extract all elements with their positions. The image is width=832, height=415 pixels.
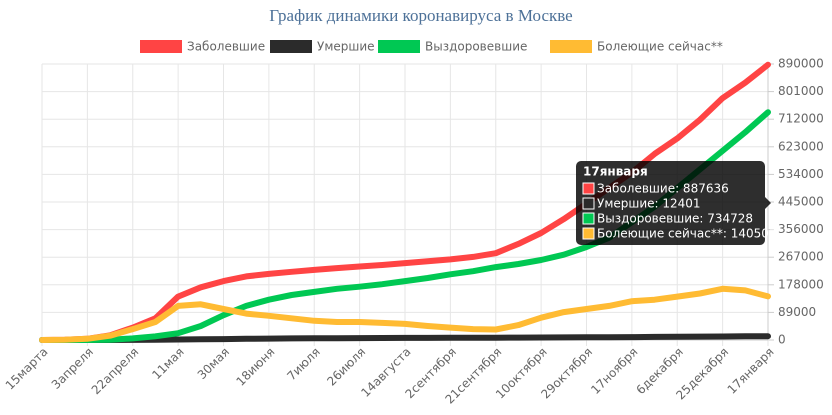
legend-swatch (270, 40, 312, 53)
y-tick-label: 623000 (778, 139, 824, 153)
tooltip-item: Умершие: 12401 (597, 197, 701, 211)
series-line (39, 285, 771, 343)
x-tick-label: 17января (725, 345, 777, 397)
tooltip-item: Болеющие сейчас**: 140507 (597, 227, 777, 241)
legend: Заболевшие Умершие Выздоровевшие Болеющие с… (140, 40, 723, 54)
legend-label: Заболевшие (187, 40, 265, 54)
series-line (39, 61, 771, 343)
tooltip-swatch (582, 197, 595, 210)
tooltip-swatch (582, 182, 595, 195)
x-tick-label: 18июня (233, 345, 277, 389)
y-tick-label: 178000 (778, 277, 824, 291)
x-tick-label: 26июля (324, 345, 368, 389)
x-tick-label: 11мая (149, 345, 186, 382)
tooltip-item: Заболевшие: 887636 (597, 182, 729, 196)
y-tick-label: 890000 (778, 57, 824, 71)
x-tick-label: 15марта (3, 345, 51, 393)
y-tick-label: 712000 (778, 112, 824, 126)
y-tick-label: 0 (778, 333, 786, 347)
y-tick-label: 801000 (778, 84, 824, 98)
x-tick-label: 17ноября (588, 345, 640, 397)
y-tick-label: 89000 (778, 305, 816, 319)
legend-label: Болеющие сейчас** (597, 40, 723, 54)
tooltip-caret (765, 197, 771, 209)
tooltip-swatch (582, 227, 595, 240)
chart-title: График динамики коронавируса в Москве (269, 6, 572, 25)
legend-swatch (140, 40, 182, 53)
y-tick-label: 267000 (778, 250, 824, 264)
x-tick-label: 30мая (195, 345, 232, 382)
y-tick-label: 534000 (778, 167, 824, 181)
tooltip-title: 17января (583, 165, 648, 179)
legend-swatch (550, 40, 592, 53)
series-line (39, 333, 771, 343)
tooltip-item: Выздоровевшие: 734728 (597, 212, 753, 226)
x-tick-label: 22апреля (89, 345, 142, 398)
x-tick-label: 3апреля (49, 345, 96, 392)
tooltip-swatch (582, 212, 595, 225)
x-tick-label: 7июля (284, 345, 322, 383)
legend-label: Умершие (317, 40, 375, 54)
legend-label: Выздоровевшие (425, 40, 527, 54)
legend-swatch (378, 40, 420, 53)
tooltip-box (576, 161, 765, 245)
y-tick-label: 356000 (778, 222, 824, 236)
y-tick-label: 445000 (778, 195, 824, 209)
